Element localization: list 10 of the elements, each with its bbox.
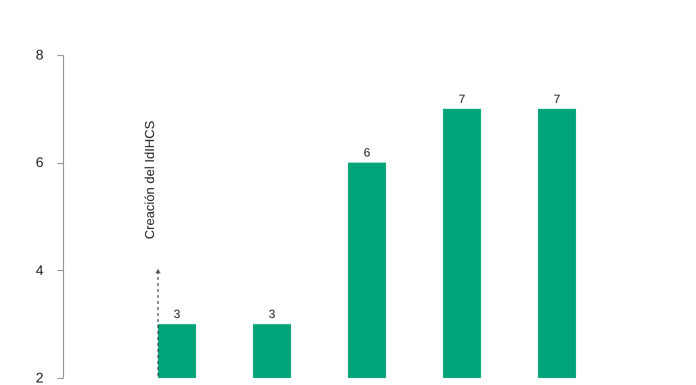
data-label: 7 [554,92,561,106]
data-label: 3 [268,307,276,322]
y-tick-label: 4 [36,262,44,278]
y-tick-label: 2 [36,370,44,385]
data-label: 6 [364,146,371,160]
data-label: 7 [458,92,466,106]
y-tick-label: 6 [36,154,44,170]
annotation: Creación del IdIHCS [142,120,157,240]
y-tick-label: 8 [36,46,44,62]
data-label: 3 [174,307,181,322]
